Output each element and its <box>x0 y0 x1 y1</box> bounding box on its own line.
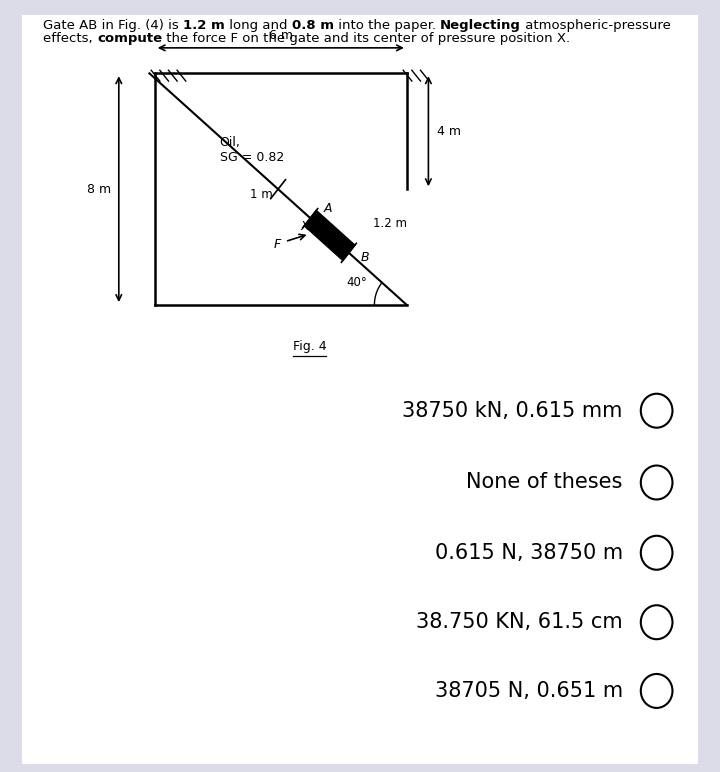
Text: SG = 0.82: SG = 0.82 <box>220 151 284 164</box>
Text: Neglecting: Neglecting <box>440 19 521 32</box>
Text: 1.2 m: 1.2 m <box>373 218 407 230</box>
Text: long and: long and <box>225 19 292 32</box>
Text: F: F <box>274 239 282 251</box>
Text: None of theses: None of theses <box>467 472 623 493</box>
Text: 4 m: 4 m <box>437 125 461 137</box>
Text: 38705 N, 0.651 m: 38705 N, 0.651 m <box>435 681 623 701</box>
Polygon shape <box>305 211 355 260</box>
Text: Gate AB in Fig. (4) is: Gate AB in Fig. (4) is <box>43 19 183 32</box>
Text: B: B <box>361 251 369 264</box>
Text: effects,: effects, <box>43 32 97 46</box>
Text: 8 m: 8 m <box>87 183 112 195</box>
Text: Oil,: Oil, <box>220 137 240 149</box>
Text: into the paper.: into the paper. <box>333 19 440 32</box>
Text: compute: compute <box>97 32 162 46</box>
Text: 38750 kN, 0.615 mm: 38750 kN, 0.615 mm <box>402 401 623 421</box>
Text: Fig. 4: Fig. 4 <box>293 340 326 353</box>
Text: 6 m: 6 m <box>269 29 293 42</box>
Text: 1.2 m: 1.2 m <box>183 19 225 32</box>
Text: 0.8 m: 0.8 m <box>292 19 333 32</box>
Text: atmospheric-pressure: atmospheric-pressure <box>521 19 671 32</box>
Text: X: X <box>300 220 309 232</box>
Text: 0.615 N, 38750 m: 0.615 N, 38750 m <box>435 543 623 563</box>
Text: 40°: 40° <box>346 276 366 290</box>
Text: the force F on the gate and its center of pressure position X.: the force F on the gate and its center o… <box>162 32 570 46</box>
Text: 38.750 KN, 61.5 cm: 38.750 KN, 61.5 cm <box>416 612 623 632</box>
Text: 1 m: 1 m <box>250 188 273 201</box>
Text: A: A <box>324 202 333 215</box>
